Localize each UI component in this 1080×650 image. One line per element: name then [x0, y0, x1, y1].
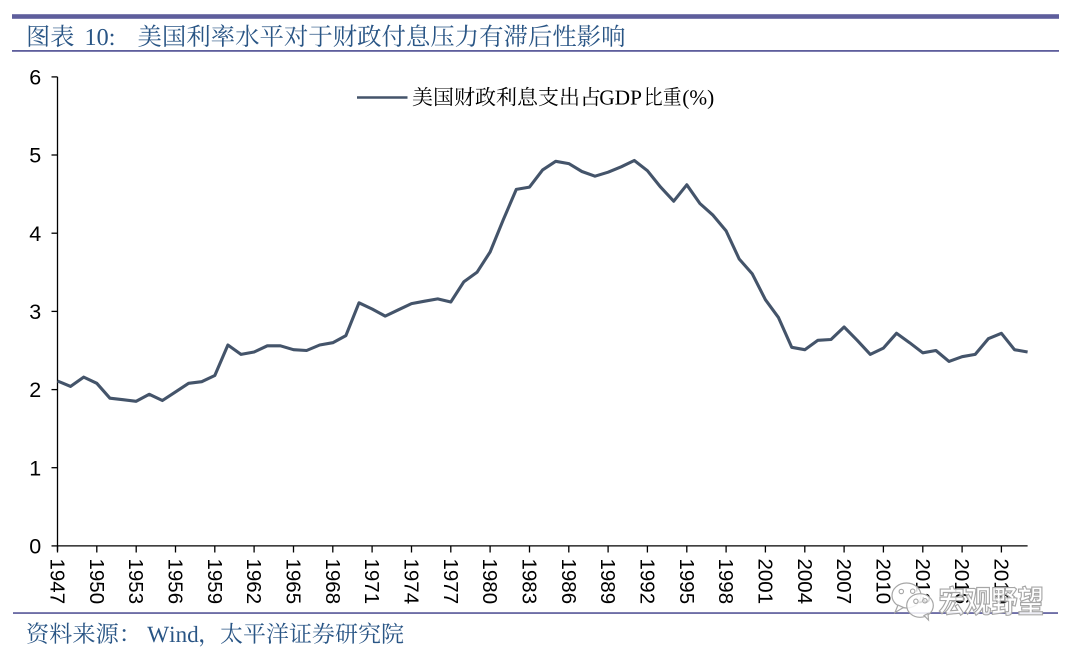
- svg-text:1974: 1974: [400, 559, 423, 605]
- svg-text:1971: 1971: [360, 559, 383, 605]
- svg-text:1992: 1992: [635, 559, 658, 605]
- svg-text:6: 6: [29, 66, 41, 90]
- svg-text:1977: 1977: [439, 559, 462, 605]
- svg-text:2: 2: [29, 378, 41, 402]
- svg-text:1: 1: [29, 456, 41, 480]
- svg-text:1968: 1968: [321, 559, 344, 605]
- svg-text:1959: 1959: [203, 559, 226, 605]
- svg-text:2007: 2007: [832, 559, 855, 605]
- svg-text:1998: 1998: [714, 559, 737, 605]
- svg-text:1995: 1995: [675, 559, 698, 605]
- svg-text:1953: 1953: [124, 559, 147, 605]
- svg-text:1950: 1950: [85, 559, 108, 605]
- svg-text:0: 0: [29, 535, 41, 559]
- svg-text:1986: 1986: [557, 559, 580, 605]
- svg-text:2001: 2001: [753, 559, 776, 605]
- svg-text:3: 3: [29, 300, 41, 324]
- svg-text:5: 5: [29, 144, 41, 168]
- svg-text:4: 4: [29, 222, 41, 246]
- svg-text:1962: 1962: [242, 559, 265, 605]
- svg-text:1956: 1956: [164, 559, 187, 605]
- svg-text:1965: 1965: [282, 559, 305, 605]
- svg-text:1980: 1980: [478, 559, 501, 605]
- svg-text:2010: 2010: [871, 559, 894, 605]
- svg-text:1983: 1983: [518, 559, 541, 605]
- svg-text:1989: 1989: [596, 559, 619, 605]
- svg-text:2004: 2004: [793, 559, 816, 605]
- svg-text:1947: 1947: [46, 559, 69, 605]
